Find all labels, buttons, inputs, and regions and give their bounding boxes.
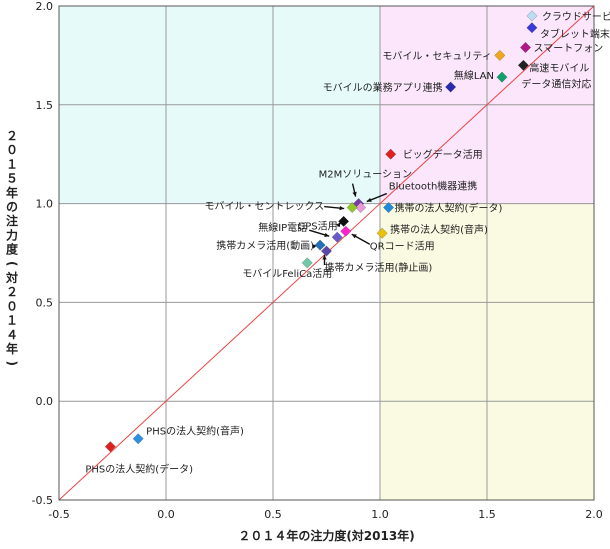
label-arrowhead [351,234,357,239]
data-point [346,201,358,214]
y-axis-title-char: １ [6,157,18,171]
x-axis-title: ２０１４年の注力度(対2013年) [238,528,414,543]
y-axis-title-char: ０ [6,143,18,157]
point-label: GPS活用 [297,220,337,232]
point-label: モバイル・セントレックス [204,201,324,213]
data-point [376,227,388,239]
label-arrowhead [352,191,357,197]
y-tick-label: 2.0 [36,0,54,13]
point-label: 携帯カメラ活用(動画) [216,239,314,252]
x-tick-label: 2.0 [585,508,603,521]
y-axis-title-char: 対 [5,270,18,285]
y-axis-title-char: ２ [6,129,18,143]
point-label: 無線IP電話 [258,221,307,234]
data-point [383,201,395,214]
data-point [301,257,313,269]
data-point [494,49,506,61]
y-tick-label: 1.0 [36,198,54,211]
y-axis-title-char: ４ [6,328,18,342]
x-tick-label: 1.5 [478,508,496,521]
label-arrowhead [324,232,330,237]
y-axis-title-char: １ [6,314,18,328]
data-point [104,441,116,453]
data-point [526,10,538,22]
point-label: 携帯カメラ活用(静止画) [325,261,433,274]
y-tick-label: 0.5 [36,296,54,309]
data-point [496,71,508,83]
point-label: M2Mソリューション [319,170,412,181]
point-label: タブレット端末 [540,28,610,41]
y-tick-label: -0.5 [32,494,53,507]
x-tick-label: -0.5 [48,508,69,521]
data-point [338,215,350,227]
label-arrowhead [336,222,341,228]
point-label: Bluetooth機器連携 [389,180,478,193]
label-arrowhead [339,205,345,211]
x-tick-label: 1.0 [371,508,389,521]
y-axis-title-char: 年 [6,341,18,356]
plot-frame [58,5,595,501]
label-arrowhead [366,197,372,202]
y-axis-title-char: ５ [6,172,18,186]
point-label: 携帯の法人契約(音声) [390,223,488,236]
point-label: クラウドサービス [542,11,610,23]
point-label: 携帯の法人契約(データ) [395,202,503,215]
y-tick-label: 0.0 [36,395,54,408]
y-axis-title-char: ) [5,360,19,365]
point-label: スマートフォン [534,43,604,54]
data-point [445,81,457,93]
point-label: ビッグデータ活用 [403,148,483,161]
label-arrowhead [322,255,327,260]
data-point [320,245,333,257]
point-label: モバイル・セキュリティ [382,50,491,62]
data-point [314,239,326,251]
y-axis-title-char: の [6,200,18,214]
data-point [340,225,352,237]
point-label: QRコード活用 [370,240,435,252]
data-point [331,231,343,243]
data-point [355,201,367,214]
point-label: PHSの法人契約(音声) [146,425,244,438]
data-point [385,148,397,160]
data-point [132,433,144,445]
point-label: モバイルの業務アプリ連携 [323,81,443,94]
y-tick-label: 1.5 [36,99,54,112]
point-label: 高速モバイルデータ通信対応 [521,61,591,90]
data-point [517,59,529,71]
y-axis-title-char: 注 [6,213,18,228]
x-tick-label: 0.0 [157,508,175,521]
data-point [526,22,538,34]
y-axis-title-char: 年 [6,185,18,200]
y-axis-title-char: ０ [6,299,18,313]
data-point [519,41,532,54]
point-label: 無線LAN [454,69,494,82]
point-label: PHSの法人契約(データ) [85,463,193,476]
point-label: モバイルFeliCa活用 [242,268,332,280]
y-axis-title-char: ( [5,261,19,266]
x-tick-label: 0.5 [264,508,282,521]
y-axis-title-char: 力 [6,227,18,242]
y-axis-title-char: ２ [6,285,18,299]
y-axis-title-char: 度 [6,242,19,257]
